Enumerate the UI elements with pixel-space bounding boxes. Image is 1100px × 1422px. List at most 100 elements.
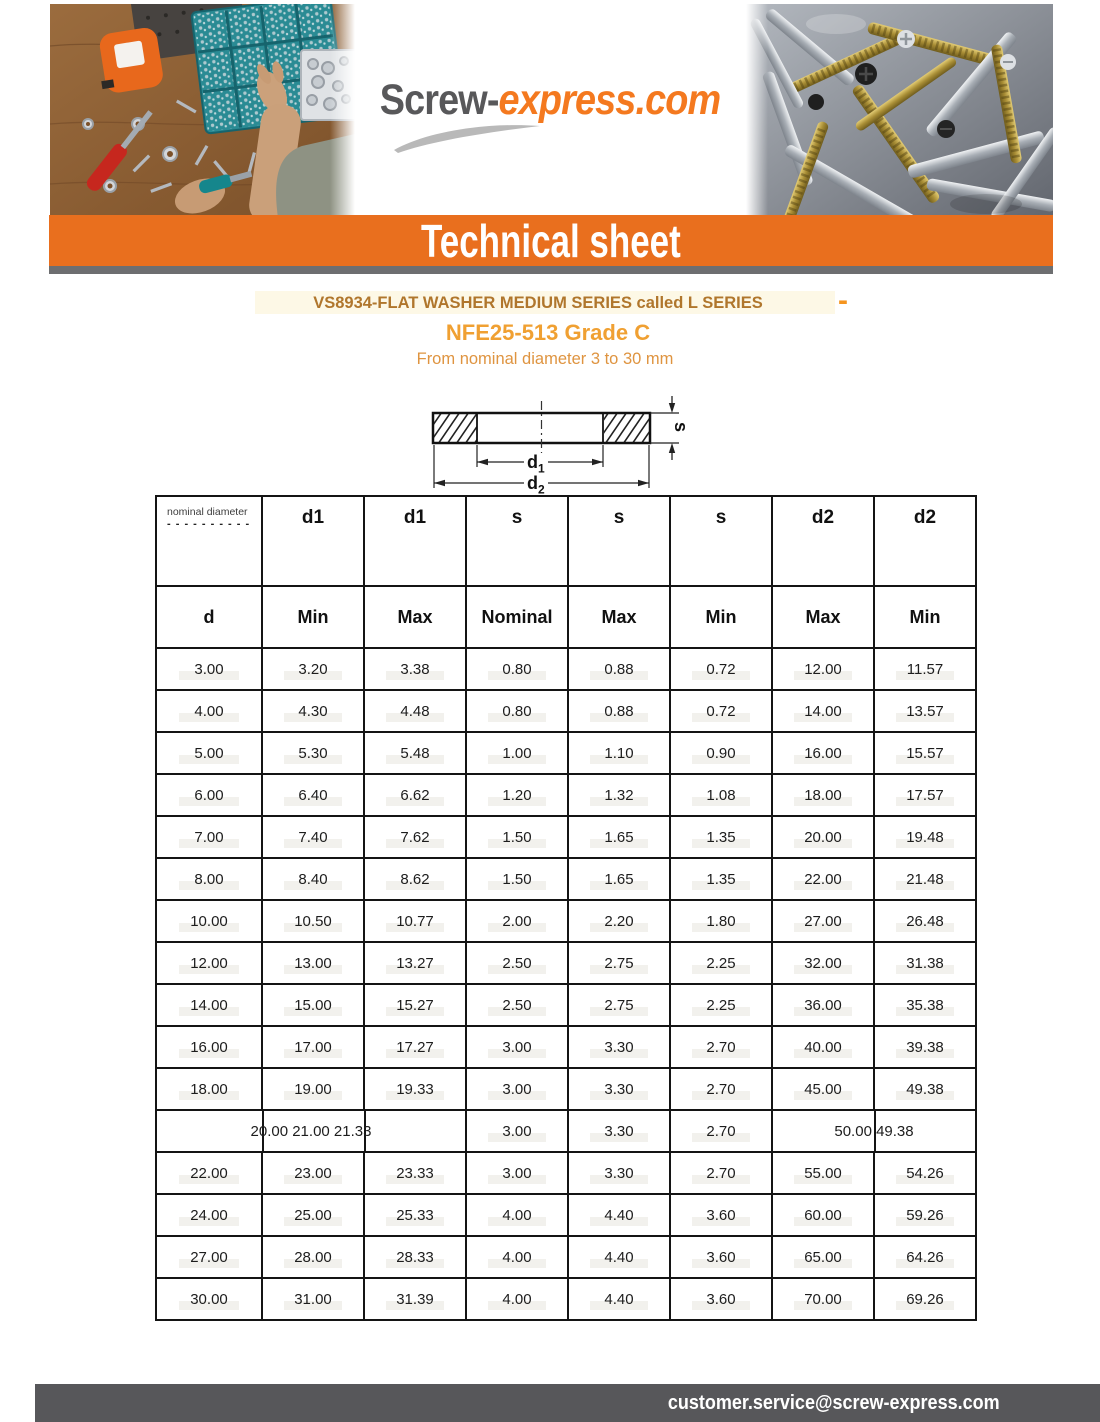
table-cell: 1.20 [465, 773, 569, 817]
table-row: 20.00 21.00 21.33 3.00 3.30 2.70 50.00 49.38 [155, 1109, 977, 1153]
table-cell: 59.26 [873, 1193, 977, 1237]
table-cell: 22.00 [771, 857, 875, 901]
logo-swoosh-icon [394, 125, 540, 153]
table-cell: 26.48 [873, 899, 977, 943]
table-cell: 1.50 [465, 857, 569, 901]
table-row: 3.00 3.20 3.38 0.80 0.88 0.72 12.00 11.57 [155, 647, 977, 691]
table-row: 4.00 4.30 4.48 0.80 0.88 0.72 14.00 13.57 [155, 689, 977, 733]
header-cell: d [155, 585, 263, 649]
d2-dimension-label: d2 [524, 474, 548, 496]
table-cell: 1.35 [669, 815, 773, 859]
table-cell: 6.00 [155, 773, 263, 817]
table-cell: 31.39 [363, 1277, 467, 1321]
table-cell: 25.00 [261, 1193, 365, 1237]
table-row: 22.00 23.00 23.33 3.00 3.30 2.70 55.00 54.26 [155, 1151, 977, 1195]
logo: Screw-express.com [66, 76, 1034, 125]
table-cell: 21.48 [873, 857, 977, 901]
table-cell: 27.00 [771, 899, 875, 943]
table-cell: 50.00 49.38 [771, 1109, 977, 1153]
table-cell: 2.25 [669, 983, 773, 1027]
table-cell: 6.40 [261, 773, 365, 817]
table-cell: 22.00 [155, 1151, 263, 1195]
header-cell: d1 [363, 495, 467, 587]
spec-table: nominal diameter - - - - - - - - - - d1 … [155, 495, 977, 1321]
table-cell: 28.00 [261, 1235, 365, 1279]
table-row: 10.00 10.50 10.77 2.00 2.20 1.80 27.00 26.48 [155, 899, 977, 943]
standard-title: NFE25-513 Grade C [445, 320, 651, 345]
table-cell: 1.35 [669, 857, 773, 901]
table-cell: 0.90 [669, 731, 773, 775]
table-cell: 60.00 [771, 1193, 875, 1237]
table-cell: 19.33 [363, 1067, 467, 1111]
table-cell: 13.00 [261, 941, 365, 985]
banner-title: Technical sheet [421, 214, 681, 267]
table-cell: 3.00 [465, 1109, 569, 1153]
table-cell: 3.38 [363, 647, 467, 691]
corner-header-cell: nominal diameter - - - - - - - - - - [155, 495, 263, 587]
table-cell: 4.00 [155, 689, 263, 733]
table-cell: 17.57 [873, 773, 977, 817]
table-cell: 14.00 [771, 689, 875, 733]
header-cell: Nominal [465, 585, 569, 649]
table-row: 30.00 31.00 31.39 4.00 4.40 3.60 70.00 69.26 [155, 1277, 977, 1321]
table-cell: 6.62 [363, 773, 467, 817]
series-title: VS8934-FLAT WASHER MEDIUM SERIES called … [313, 294, 763, 312]
screws-photo [746, 4, 1053, 218]
table-cell: 0.72 [669, 647, 773, 691]
table-cell: 4.40 [567, 1193, 671, 1237]
footer-bar: customer.service@screw-express.com [35, 1384, 1100, 1422]
table-cell: 4.40 [567, 1277, 671, 1321]
table-cell: 2.50 [465, 941, 569, 985]
table-cell: 1.08 [669, 773, 773, 817]
table-cell: 7.62 [363, 815, 467, 859]
header-cell: s [567, 495, 671, 587]
table-cell: 31.38 [873, 941, 977, 985]
table-cell: 12.00 [155, 941, 263, 985]
table-cell: 3.30 [567, 1025, 671, 1069]
table-cell: 28.33 [363, 1235, 467, 1279]
table-row: 12.00 13.00 13.27 2.50 2.75 2.25 32.00 31.38 [155, 941, 977, 985]
dashed-line: - - - - - - - - - - [167, 518, 251, 530]
orange-dash: - [838, 284, 848, 317]
table-cell: 3.30 [567, 1109, 671, 1153]
table-cell: 0.80 [465, 647, 569, 691]
table-cell: 2.50 [465, 983, 569, 1027]
table-cell: 17.27 [363, 1025, 467, 1069]
table-cell: 70.00 [771, 1277, 875, 1321]
header-cell: Min [873, 585, 977, 649]
header-cell: d2 [771, 495, 875, 587]
table-cell: 7.40 [261, 815, 365, 859]
header-cell: d1 [261, 495, 365, 587]
table-cell: 4.00 [465, 1277, 569, 1321]
table-header-row-1: nominal diameter - - - - - - - - - - d1 … [155, 495, 977, 587]
table-cell: 2.75 [567, 941, 671, 985]
table-cell: 64.26 [873, 1235, 977, 1279]
table-cell: 3.00 [465, 1067, 569, 1111]
table-cell: 0.80 [465, 689, 569, 733]
workbench-photo [50, 4, 355, 218]
table-cell: 23.33 [363, 1151, 467, 1195]
table-cell: 39.38 [873, 1025, 977, 1069]
table-cell: 8.62 [363, 857, 467, 901]
table-cell: 1.10 [567, 731, 671, 775]
header-cell: Min [261, 585, 365, 649]
table-cell: 14.00 [155, 983, 263, 1027]
table-cell: 1.80 [669, 899, 773, 943]
contact-email: customer.service@screw-express.com [668, 1391, 1000, 1414]
table-cell: 4.30 [261, 689, 365, 733]
header-cell: d2 [873, 495, 977, 587]
table-cell: 2.75 [567, 983, 671, 1027]
table-row: 18.00 19.00 19.33 3.00 3.30 2.70 45.00 49.38 [155, 1067, 977, 1111]
table-cell: 12.00 [771, 647, 875, 691]
table-cell: 4.48 [363, 689, 467, 733]
table-cell: 8.00 [155, 857, 263, 901]
table-cell: 0.72 [669, 689, 773, 733]
table-row: 5.00 5.30 5.48 1.00 1.10 0.90 16.00 15.57 [155, 731, 977, 775]
table-cell: 1.00 [465, 731, 569, 775]
header-cell: s [465, 495, 569, 587]
table-cell: 1.65 [567, 815, 671, 859]
header-cell: Max [771, 585, 875, 649]
table-cell: 0.88 [567, 647, 671, 691]
table-cell: 3.60 [669, 1277, 773, 1321]
table-cell: 24.00 [155, 1193, 263, 1237]
